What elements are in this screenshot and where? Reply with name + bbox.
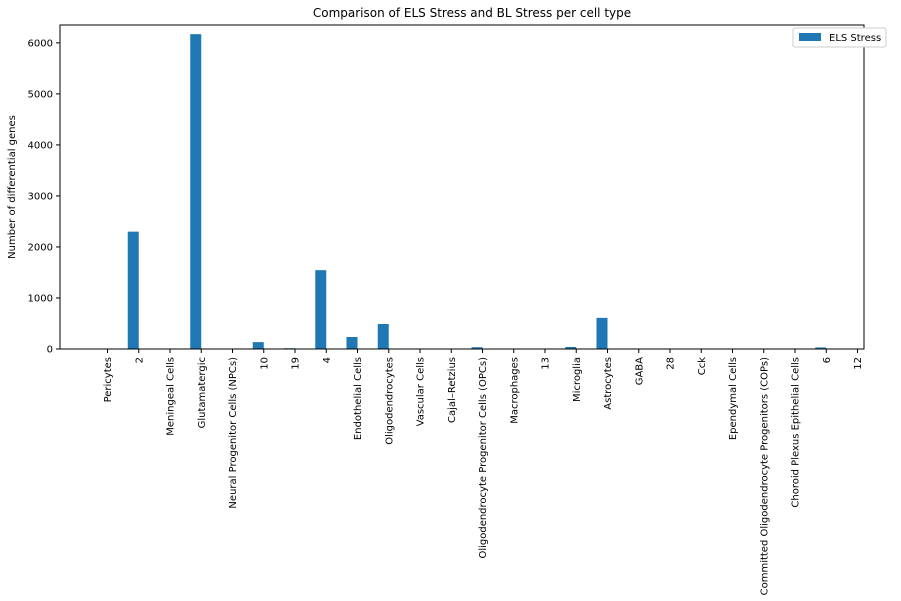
x-tick-label: Cck <box>697 357 708 375</box>
bar <box>377 323 389 349</box>
chart-title: Comparison of ELS Stress and BL Stress p… <box>313 6 631 20</box>
bar <box>471 347 483 349</box>
y-tick-label: 1000 <box>28 293 53 304</box>
x-tick-label: 12 <box>853 357 864 370</box>
x-tick-label: Neural Progenitor Cells (NPCs) <box>228 357 239 509</box>
bar <box>127 231 139 349</box>
bar <box>252 342 264 349</box>
x-tick-label: Committed Oligodendrocyte Progenitors (C… <box>759 357 770 595</box>
bar <box>596 317 608 349</box>
x-tick-label: 13 <box>541 357 552 370</box>
y-tick-label: 5000 <box>28 89 53 100</box>
legend: ELS Stress <box>792 27 887 48</box>
x-tick-label: Pericytes <box>103 357 114 402</box>
y-tick-label: 0 <box>47 345 53 356</box>
bar <box>815 347 827 349</box>
x-tick-label: 19 <box>291 357 302 370</box>
x-tick-label: Oligodendrocyte Progenitor Cells (OPCs) <box>478 357 489 559</box>
bar <box>315 270 327 349</box>
x-tick-label: Astrocytes <box>603 357 614 410</box>
x-tick-label: Ependymal Cells <box>728 357 739 440</box>
y-tick-label: 6000 <box>28 38 53 49</box>
x-tick-label: GABA <box>634 357 645 385</box>
x-tick-label: 2 <box>134 357 145 363</box>
x-tick-label: 10 <box>259 357 270 370</box>
y-tick-label: 2000 <box>28 242 53 253</box>
bar <box>190 34 202 349</box>
legend-box <box>792 27 887 48</box>
y-tick-label: 4000 <box>28 140 53 151</box>
y-tick-label: 3000 <box>28 191 53 202</box>
x-tick-label: Macrophages <box>509 357 520 424</box>
x-tick-label: 4 <box>322 357 333 363</box>
x-tick-label: Vascular Cells <box>416 357 427 426</box>
x-tick-label: Oligodendrocytes <box>384 357 395 445</box>
x-axis: Pericytes 2 Meningeal Cells Glutamatergic Ne… <box>103 349 864 595</box>
legend-label: ELS Stress <box>829 33 881 44</box>
legend-swatch <box>799 33 821 41</box>
x-tick-label: Glutamatergic <box>197 357 208 428</box>
x-tick-label: Microglia <box>572 357 583 402</box>
bar <box>565 346 577 349</box>
x-tick-label: 6 <box>822 357 833 363</box>
x-tick-label: Cajal–Retzius <box>447 357 458 423</box>
x-tick-label: Meningeal Cells <box>166 357 177 436</box>
plot-frame <box>59 24 865 350</box>
x-tick-label: Choroid Plexus Epithelial Cells <box>791 357 802 508</box>
x-tick-label: Endothelial Cells <box>353 357 364 440</box>
bars <box>127 34 827 349</box>
bar <box>346 337 358 349</box>
y-axis-label: Number of differential genes <box>7 115 18 259</box>
x-tick-label: 28 <box>666 357 677 370</box>
y-axis: 0 1000 2000 3000 4000 5000 6000 <box>28 38 60 356</box>
